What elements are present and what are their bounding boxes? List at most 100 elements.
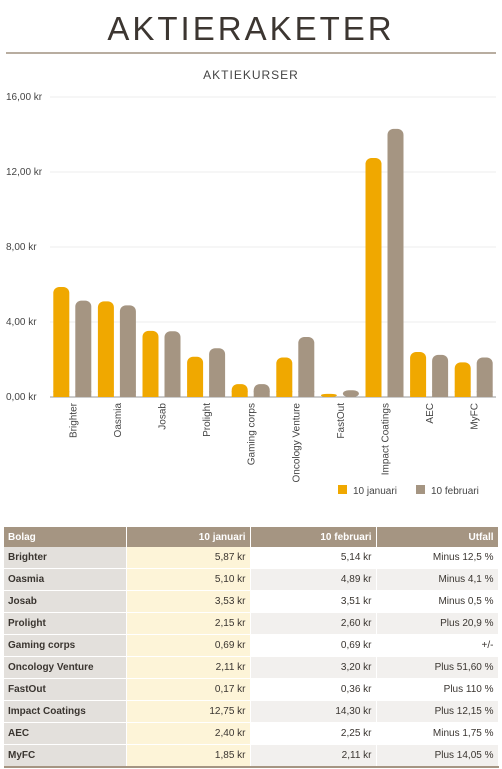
header-company: Bolag bbox=[4, 527, 127, 547]
jan-price-cell: 3,53 kr bbox=[126, 590, 251, 613]
table-row: Prolight 2,15 kr 2,60 kr Plus 20,9 % bbox=[4, 612, 499, 635]
change-cell: Plus 14,05 % bbox=[376, 744, 499, 768]
legend-swatch-jan bbox=[338, 485, 347, 494]
change-cell: Minus 4,1 % bbox=[376, 568, 499, 591]
chart-title: AKTIEKURSER bbox=[203, 68, 299, 82]
company-cell: Impact Coatings bbox=[4, 700, 127, 723]
company-cell: AEC bbox=[4, 722, 127, 745]
bar-base bbox=[387, 391, 404, 397]
page-title: AKTIERAKETER bbox=[107, 10, 395, 47]
bar-jan bbox=[410, 352, 427, 397]
jan-price-cell: 1,85 kr bbox=[126, 744, 251, 768]
header-change: Utfall bbox=[376, 527, 499, 547]
feb-price-cell: 4,89 kr bbox=[250, 568, 377, 591]
bar-jan bbox=[454, 362, 471, 397]
y-tick-label: 0,00 kr bbox=[6, 392, 37, 403]
y-tick-label: 16,00 kr bbox=[6, 92, 43, 103]
jan-price-cell: 2,11 kr bbox=[126, 656, 251, 679]
bar-base bbox=[253, 391, 270, 397]
category-label: AEC bbox=[425, 403, 436, 424]
company-cell: Gaming corps bbox=[4, 634, 127, 657]
company-cell: Brighter bbox=[4, 547, 127, 569]
jan-price-cell: 2,15 kr bbox=[126, 612, 251, 635]
company-cell: Oncology Venture bbox=[4, 656, 127, 679]
stock-table: Bolag 10 januari 10 februari Utfall Brig… bbox=[4, 527, 499, 768]
feb-price-cell: 0,69 kr bbox=[250, 634, 377, 657]
company-cell: MyFC bbox=[4, 744, 127, 768]
header-feb: 10 februari bbox=[250, 527, 377, 547]
bar-jan bbox=[142, 330, 159, 397]
bar-feb bbox=[75, 300, 92, 397]
bar-base bbox=[53, 391, 70, 397]
table-row: Gaming corps 0,69 kr 0,69 kr +/- bbox=[4, 634, 499, 657]
category-label: Brighter bbox=[68, 402, 79, 438]
feb-price-cell: 2,11 kr bbox=[250, 744, 377, 768]
bar-base bbox=[97, 391, 114, 397]
table-header-row: Bolag 10 januari 10 februari Utfall bbox=[4, 527, 499, 547]
feb-price-cell: 2,60 kr bbox=[250, 612, 377, 635]
change-cell: Minus 12,5 % bbox=[376, 547, 499, 569]
table-row: Brighter 5,87 kr 5,14 kr Minus 12,5 % bbox=[4, 547, 499, 569]
category-label: FastOut bbox=[336, 403, 347, 439]
change-cell: Plus 110 % bbox=[376, 678, 499, 701]
bar-feb bbox=[209, 348, 226, 397]
bar-base bbox=[209, 391, 226, 397]
change-cell: Minus 0,5 % bbox=[376, 590, 499, 613]
y-tick-label: 8,00 kr bbox=[6, 242, 37, 253]
bar-feb bbox=[298, 337, 315, 397]
company-cell: Prolight bbox=[4, 612, 127, 635]
y-tick-label: 4,00 kr bbox=[6, 317, 37, 328]
legend-swatch-feb bbox=[416, 485, 425, 494]
change-cell: Plus 12,15 % bbox=[376, 700, 499, 723]
table-row: AEC 2,40 kr 2,25 kr Minus 1,75 % bbox=[4, 722, 499, 745]
feb-price-cell: 2,25 kr bbox=[250, 722, 377, 745]
jan-price-cell: 5,87 kr bbox=[126, 547, 251, 569]
header-jan: 10 januari bbox=[126, 527, 251, 547]
company-cell: Oasmia bbox=[4, 568, 127, 591]
bar-base bbox=[432, 391, 449, 397]
change-cell: Minus 1,75 % bbox=[376, 722, 499, 745]
feb-price-cell: 0,36 kr bbox=[250, 678, 377, 701]
bar-base bbox=[231, 391, 248, 397]
bar-jan bbox=[53, 286, 70, 397]
bar-feb bbox=[119, 305, 136, 397]
table-row: Oncology Venture 2,11 kr 3,20 kr Plus 51,60… bbox=[4, 656, 499, 679]
y-tick-label: 12,00 kr bbox=[6, 167, 43, 178]
bar-feb bbox=[432, 354, 449, 397]
category-label: Oasmia bbox=[113, 403, 124, 438]
legend-label-feb: 10 februari bbox=[431, 486, 479, 497]
bar-feb bbox=[476, 357, 493, 397]
bar-jan bbox=[187, 356, 204, 397]
jan-price-cell: 5,10 kr bbox=[126, 568, 251, 591]
table-row: FastOut 0,17 kr 0,36 kr Plus 110 % bbox=[4, 678, 499, 701]
category-label: MyFC bbox=[470, 403, 481, 430]
category-label: Josab bbox=[158, 403, 169, 430]
bar-base bbox=[454, 391, 471, 397]
title-divider bbox=[6, 52, 496, 54]
change-cell: Plus 51,60 % bbox=[376, 656, 499, 679]
bar-base bbox=[365, 391, 382, 397]
category-label: Gaming corps bbox=[247, 403, 258, 465]
jan-price-cell: 0,17 kr bbox=[126, 678, 251, 701]
stock-price-chart: AKTIEKURSER 0,00 kr 4,00 kr 8,00 kr 12,00 kr… bbox=[6, 68, 496, 497]
bar-feb bbox=[387, 128, 404, 397]
bar-base bbox=[410, 391, 427, 397]
feb-price-cell: 14,30 kr bbox=[250, 700, 377, 723]
company-cell: FastOut bbox=[4, 678, 127, 701]
change-cell: Plus 20,9 % bbox=[376, 612, 499, 635]
feb-price-cell: 3,20 kr bbox=[250, 656, 377, 679]
feb-price-cell: 5,14 kr bbox=[250, 547, 377, 569]
bar-jan bbox=[365, 157, 382, 397]
category-label: Oncology Venture bbox=[291, 403, 302, 483]
company-cell: Josab bbox=[4, 590, 127, 613]
bar-jan bbox=[97, 301, 114, 397]
table-row: Oasmia 5,10 kr 4,89 kr Minus 4,1 % bbox=[4, 568, 499, 591]
bar-base bbox=[142, 391, 159, 397]
bar-jan bbox=[320, 393, 337, 397]
category-label: Impact Coatings bbox=[381, 403, 392, 475]
category-label: Prolight bbox=[202, 403, 213, 437]
bar-base bbox=[476, 391, 493, 397]
bar-base bbox=[298, 391, 315, 397]
bar-jan bbox=[276, 357, 293, 397]
jan-price-cell: 2,40 kr bbox=[126, 722, 251, 745]
